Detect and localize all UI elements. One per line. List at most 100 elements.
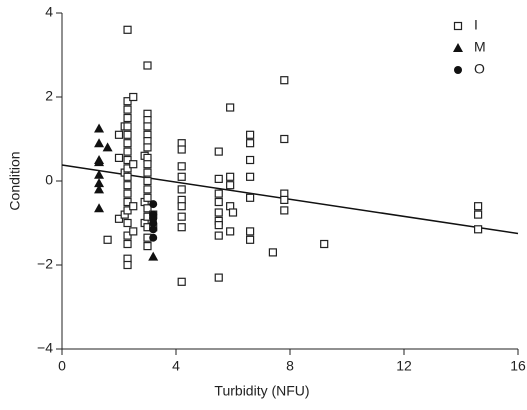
point <box>123 260 132 270</box>
point <box>214 273 223 282</box>
point <box>123 113 132 123</box>
point <box>280 76 289 85</box>
legend-label: O <box>474 61 485 77</box>
legend-marker <box>453 21 463 31</box>
point <box>123 164 132 173</box>
point <box>143 168 152 177</box>
point <box>246 130 255 139</box>
point <box>177 185 186 194</box>
point <box>474 202 483 211</box>
point <box>102 142 113 152</box>
point <box>246 139 255 148</box>
y-tick-label: −2 <box>37 256 53 272</box>
point <box>214 208 223 217</box>
y-axis-label: Condition <box>7 151 23 210</box>
point <box>143 160 152 169</box>
point <box>177 223 186 232</box>
point <box>123 206 132 215</box>
point <box>129 92 138 102</box>
point <box>149 225 158 234</box>
point <box>94 157 105 167</box>
point <box>214 197 223 207</box>
point <box>123 130 132 139</box>
point <box>226 172 235 181</box>
point <box>268 248 277 257</box>
point <box>280 206 289 215</box>
point <box>103 235 112 244</box>
point <box>94 138 105 148</box>
point <box>123 105 132 114</box>
point <box>246 172 255 181</box>
x-tick-label: 16 <box>510 358 526 374</box>
point <box>123 189 132 198</box>
point <box>474 225 483 234</box>
point <box>94 123 105 133</box>
point <box>143 143 152 152</box>
y-tick-label: 0 <box>45 172 53 188</box>
point <box>123 197 132 207</box>
point <box>94 169 105 179</box>
point <box>143 242 152 251</box>
point <box>226 227 235 236</box>
y-tick-label: −4 <box>37 340 53 356</box>
point <box>149 233 158 242</box>
point <box>114 153 124 162</box>
point <box>123 181 132 190</box>
point <box>177 162 186 171</box>
point <box>129 202 138 211</box>
point <box>246 155 255 165</box>
point <box>123 122 132 131</box>
point <box>123 139 132 148</box>
legend-marker <box>453 43 463 52</box>
trend-line <box>61 164 519 235</box>
point <box>177 172 186 181</box>
point <box>148 251 159 261</box>
point <box>129 160 138 169</box>
point <box>214 221 223 230</box>
point <box>214 189 223 198</box>
x-axis-label: Turbidity (NFU) <box>214 383 309 399</box>
point <box>114 130 124 139</box>
point <box>214 174 223 183</box>
point <box>177 145 186 154</box>
point <box>129 227 138 236</box>
point <box>280 195 289 204</box>
point <box>123 239 132 249</box>
point <box>143 61 152 70</box>
point <box>474 210 483 219</box>
point <box>177 202 186 211</box>
point <box>177 277 186 286</box>
point <box>123 97 132 106</box>
point <box>123 218 132 228</box>
y-tick-label: 4 <box>45 4 53 20</box>
point <box>214 147 223 156</box>
point <box>123 231 132 240</box>
point <box>246 235 255 244</box>
legend-label: M <box>474 39 486 55</box>
point <box>149 200 158 209</box>
point <box>94 184 105 194</box>
point <box>177 212 186 221</box>
point <box>226 103 235 112</box>
point <box>143 176 152 186</box>
point <box>114 214 124 223</box>
point <box>214 231 223 240</box>
point <box>123 25 132 34</box>
x-tick-label: 4 <box>172 358 180 374</box>
point <box>246 227 255 236</box>
x-tick-label: 12 <box>396 358 412 374</box>
point <box>280 134 289 144</box>
point <box>246 193 255 202</box>
point <box>143 193 152 202</box>
point <box>226 181 235 190</box>
point <box>143 122 152 131</box>
x-tick-label: 0 <box>58 358 66 374</box>
y-tick-label: 2 <box>45 88 53 104</box>
point <box>94 178 105 188</box>
point <box>320 239 329 249</box>
point <box>143 204 152 213</box>
point <box>228 208 238 217</box>
point <box>123 172 132 181</box>
legend-label: I <box>474 17 478 33</box>
